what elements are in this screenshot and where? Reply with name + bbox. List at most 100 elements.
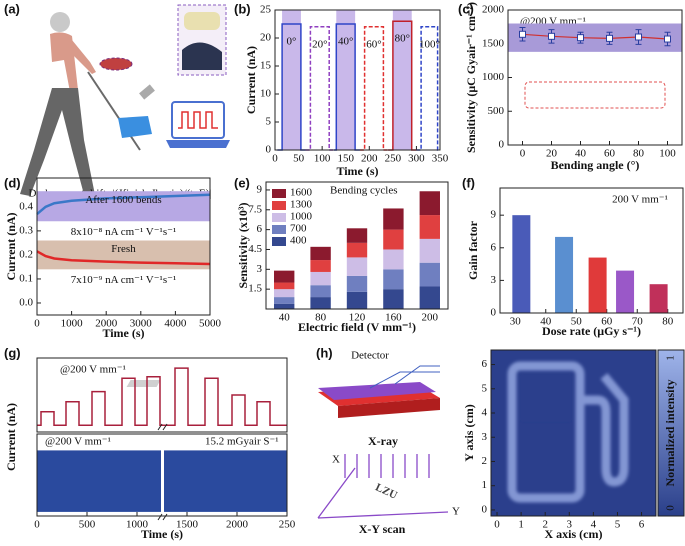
y-tick-label: 6 xyxy=(491,241,497,253)
bar-segment xyxy=(383,289,404,309)
y-tick-label: 0.2 xyxy=(19,248,33,260)
x-tick-label: 50 xyxy=(571,316,583,328)
y-axis-label: Current (nA) xyxy=(244,46,258,114)
x-tick-label: 6 xyxy=(639,519,645,531)
bar-segment xyxy=(274,297,295,304)
x-tick-label: 2000 xyxy=(95,318,118,330)
x-axis-label: X axis (cm) xyxy=(545,527,603,541)
x-tick-label: 1500 xyxy=(176,519,199,531)
plot-frame xyxy=(36,433,288,517)
diagram-label: Y xyxy=(452,506,460,518)
series-line xyxy=(36,250,211,266)
annotation: @200 V mm⁻¹ xyxy=(60,364,126,376)
axis-break xyxy=(157,423,168,521)
x-axis-label: Dose rate (μGy s⁻¹) xyxy=(542,324,641,338)
y-tick-label: 7.5 xyxy=(248,203,262,215)
legend-label: 1000 xyxy=(290,211,313,223)
x-tick-label: 100 xyxy=(659,148,676,160)
bar-segment xyxy=(346,257,368,276)
colorbar-tick-label: 1 xyxy=(665,355,677,361)
x-tick-label: 1000 xyxy=(61,318,84,330)
y-tick-label: 1.5 xyxy=(248,283,262,295)
person-legs xyxy=(20,88,96,202)
pump-window xyxy=(521,375,571,421)
bar-segment xyxy=(419,238,440,263)
x-tick-label: 80 xyxy=(662,316,674,328)
bar xyxy=(512,215,531,313)
x-tick-label: 1000 xyxy=(126,519,149,531)
y-tick-label: 1 xyxy=(482,479,488,491)
bar-segment xyxy=(310,260,331,272)
x-axis-label: Electric field (V mm⁻¹) xyxy=(298,320,416,334)
x-tick-label: 80 xyxy=(315,312,327,324)
y-tick-label: 2000 xyxy=(482,4,505,16)
laptop-base xyxy=(166,140,230,148)
plot-frame xyxy=(36,357,288,433)
x-tick-label: 60 xyxy=(604,148,616,160)
y-tick-label: 5 xyxy=(482,382,488,394)
legend-label: 1300 xyxy=(290,199,313,211)
crystal xyxy=(318,382,436,400)
y-axis-label: Current (nA) xyxy=(4,212,18,280)
y-axis-label: Y axis (cm) xyxy=(462,404,476,462)
bar-segment xyxy=(310,246,331,261)
plot-frame xyxy=(499,187,684,314)
y-tick-label: 2 xyxy=(482,455,488,467)
panel-label: (b) xyxy=(234,1,251,16)
panel-label: (d) xyxy=(4,175,21,190)
photo-hand xyxy=(182,42,222,70)
y-tick-label: 4 xyxy=(482,407,488,419)
x-tick-label: 500 xyxy=(79,519,96,531)
diagram-label: X-Y scan xyxy=(359,522,406,536)
x-tick-label: 0 xyxy=(494,519,500,531)
y-tick-label: 25 xyxy=(260,4,272,16)
point xyxy=(519,30,526,38)
bar xyxy=(616,270,635,313)
x-tick-label: 50 xyxy=(293,153,305,165)
legend-label: 700 xyxy=(290,223,307,235)
laptop-screen xyxy=(171,101,225,139)
bar-segment xyxy=(310,285,331,298)
x-tick-label: 40 xyxy=(279,312,291,324)
x-tick-label: 3 xyxy=(567,519,573,531)
panel-label: (a) xyxy=(4,1,20,16)
series-name: 60° xyxy=(366,38,381,50)
bar-segment xyxy=(419,262,440,287)
bar-segment xyxy=(419,215,440,239)
colorbar-tick-label: 0 xyxy=(665,505,677,511)
y-tick-label: 6 xyxy=(257,223,263,235)
point xyxy=(548,32,555,40)
y-tick-label: 0.3 xyxy=(19,224,33,236)
legend-label: 1600 xyxy=(290,187,313,199)
diagram-label: X-ray xyxy=(368,434,398,448)
on-shade xyxy=(392,10,412,150)
inset-oval xyxy=(99,57,133,71)
bar xyxy=(649,284,668,313)
y-tick-label: 0 xyxy=(482,503,488,515)
wire xyxy=(369,371,440,389)
on-shade xyxy=(336,10,356,150)
electrode xyxy=(126,380,161,387)
y-axis-label: Sensitivity (μC Gyair⁻¹ cm⁻²) xyxy=(464,2,478,153)
x-tick-label: 250 xyxy=(385,153,402,165)
y-tick-label: 20 xyxy=(260,32,272,44)
y-tick-label: 3 xyxy=(482,431,488,443)
y-tick-label: 15 xyxy=(260,60,272,72)
plot-frame xyxy=(265,181,449,310)
x-tick-label: 250 xyxy=(279,519,296,531)
diagram-label: X xyxy=(332,454,340,466)
illustration xyxy=(20,4,230,202)
plot-frame xyxy=(274,9,441,151)
series-name: 80° xyxy=(395,33,410,45)
series-line xyxy=(37,367,287,427)
x-tick-label: 60 xyxy=(601,316,613,328)
y-tick-label: 3 xyxy=(491,274,497,286)
y-tick-label: 0 xyxy=(266,144,272,156)
legend-swatch xyxy=(272,201,286,210)
y-tick-label: 5 xyxy=(266,116,272,128)
person-arm xyxy=(70,40,96,74)
x-tick-label: 40 xyxy=(540,316,552,328)
noise-band xyxy=(37,450,161,512)
panel-label: (g) xyxy=(4,345,21,360)
